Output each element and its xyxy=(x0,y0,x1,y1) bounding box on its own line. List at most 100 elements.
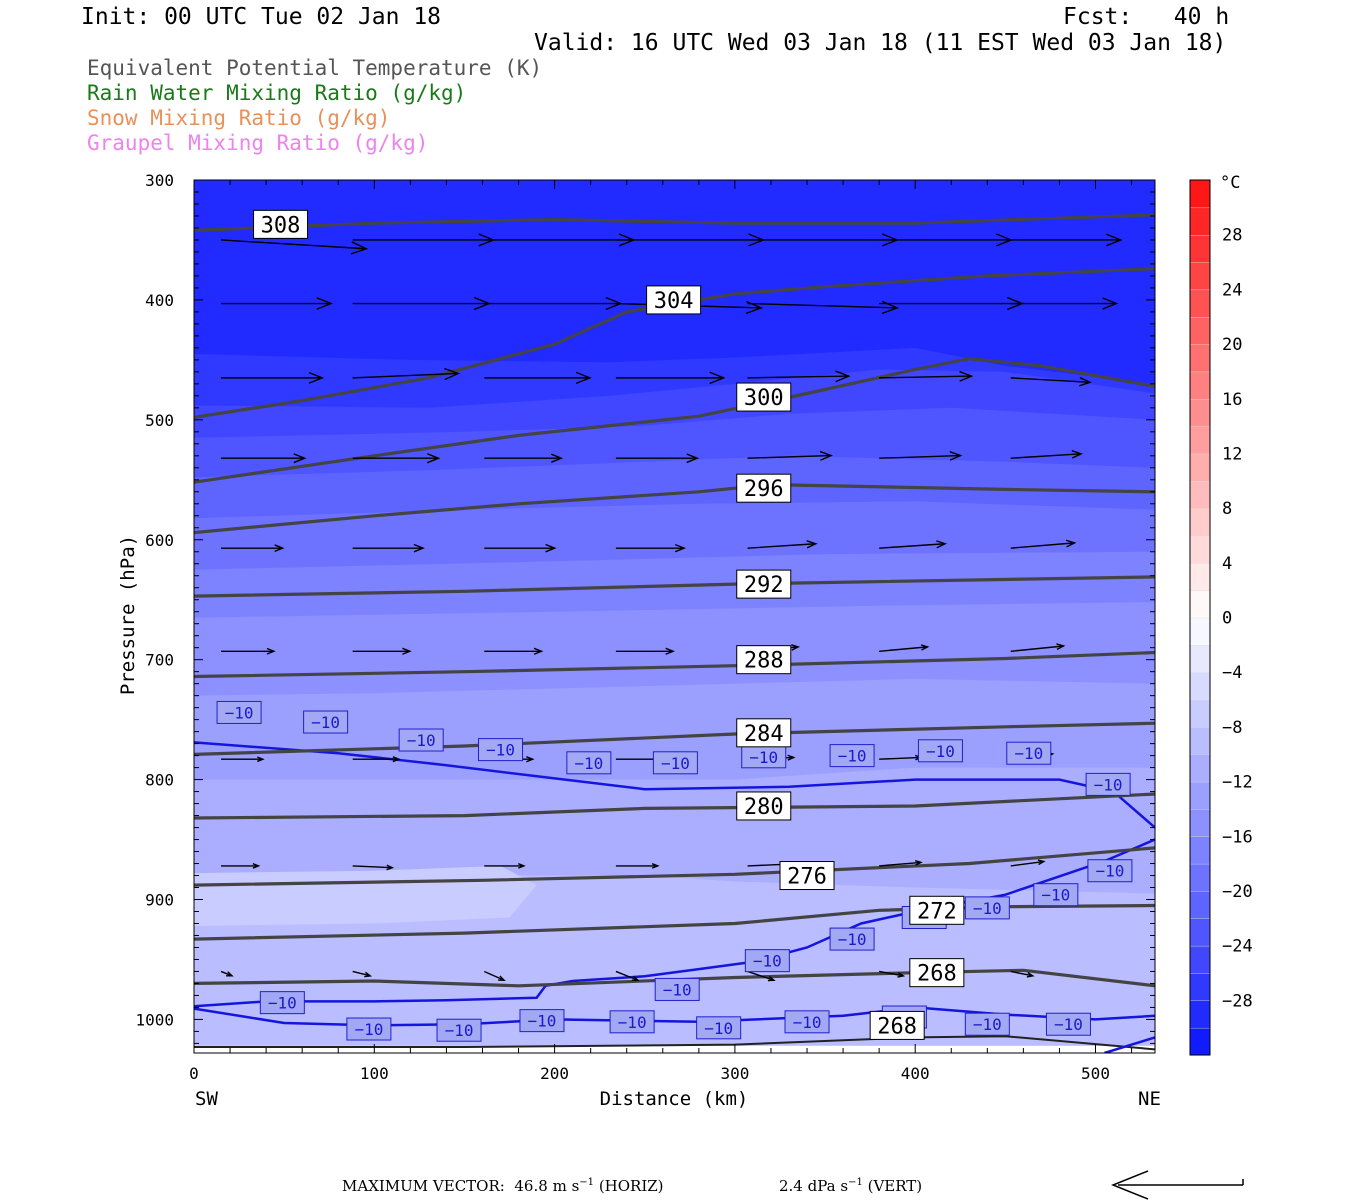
colorbar-tick-label: 28 xyxy=(1222,226,1242,246)
isotherm-label-text: −10 xyxy=(793,1013,822,1032)
colorbar-cell xyxy=(1189,617,1211,646)
wind-vector-4-0 xyxy=(221,544,285,552)
isotherm-label-19: −10 xyxy=(346,1017,392,1041)
vert-vector-line: 2.4 dPa s−1 (VERT) xyxy=(779,1177,922,1195)
colorbar-cell xyxy=(1189,699,1211,728)
wind-vector-3-0 xyxy=(221,453,307,464)
theta-e-layer xyxy=(194,213,1155,988)
x-tick-label: 100 xyxy=(360,1064,389,1083)
theta-e-contour-272 xyxy=(194,903,1155,941)
wind-vector-layer xyxy=(220,233,1123,982)
isotherm-label-5: −10 xyxy=(652,751,698,775)
wind-vector-2-5 xyxy=(879,370,974,382)
wind-vector-4-2 xyxy=(484,543,557,553)
x-axis-label: Distance (km) xyxy=(600,1088,749,1110)
horiz-tag: (HORIZ) xyxy=(598,1177,664,1195)
isotherm-label-text: −10 xyxy=(926,742,955,761)
y-tick-label: 800 xyxy=(145,771,174,790)
wind-vector-4-6 xyxy=(1010,539,1077,549)
colorbar-tick-label: −12 xyxy=(1222,773,1253,793)
colorbar-cell xyxy=(1189,754,1211,783)
isotherm-label-text: −10 xyxy=(574,754,603,773)
theta-e-contour-276 xyxy=(194,846,1155,887)
y-tick-label: 400 xyxy=(145,291,174,310)
colorbar-cell xyxy=(1189,371,1211,400)
theta-e-label-3: 296 xyxy=(736,473,792,503)
colorbar-tick-label: −28 xyxy=(1222,991,1253,1011)
isotherm-label-text: −10 xyxy=(663,980,692,999)
colorbar-cell xyxy=(1189,671,1211,701)
isotherm-label-11: −10 xyxy=(1087,859,1133,883)
isotherm-label-text: −10 xyxy=(618,1013,647,1032)
colorbar-tick-label: 20 xyxy=(1222,335,1242,355)
init-time: Init: 00 UTC Tue 02 Jan 18 xyxy=(81,4,442,30)
y-tick-label: 900 xyxy=(145,891,174,910)
valid-time: Valid: 16 UTC Wed 03 Jan 18 (11 EST Wed … xyxy=(534,30,1227,56)
horiz-unit: m s xyxy=(552,1177,580,1195)
theta-e-label-text: 296 xyxy=(744,477,784,502)
max-vector-line: MAXIMUM VECTOR: 46.8 m s−1 (HORIZ) xyxy=(342,1177,664,1195)
legend-graupel: Graupel Mixing Ratio (g/kg) xyxy=(87,131,429,155)
isotherm-label-text: −10 xyxy=(407,731,436,750)
theta-e-label-7: 280 xyxy=(736,791,792,821)
wind-vector-2-2 xyxy=(484,371,592,384)
wind-vector-5-2 xyxy=(484,647,544,655)
wind-vector-4-4 xyxy=(747,540,818,549)
wind-vector-3-6 xyxy=(1010,450,1084,459)
theta-e-contour-280 xyxy=(194,792,1155,820)
isotherm-label-text: −10 xyxy=(1054,1015,1083,1034)
wind-vector-8-4 xyxy=(747,970,776,982)
y-tick-label: 300 xyxy=(145,171,174,190)
temperature-fill-layer xyxy=(194,180,1155,1053)
colorbar: 28 24 20 16 12 8 4 0 −4 −8 −12 −16 −20 −24 −28 xyxy=(1189,179,1253,1056)
wind-vector-3-4 xyxy=(747,450,834,461)
legend-theta-e: Equivalent Potential Temperature (K) xyxy=(87,56,543,80)
wind-vector-8-6 xyxy=(1010,970,1035,978)
isotherm-minus10-1 xyxy=(1104,1036,1155,1053)
colorbar-cell xyxy=(1189,179,1211,209)
colorbar-cell xyxy=(1189,507,1211,537)
colorbar-cell xyxy=(1189,836,1211,865)
wind-vector-2-3 xyxy=(615,371,726,385)
theta-e-label-0: 308 xyxy=(253,209,309,239)
wind-vector-5-1 xyxy=(352,647,412,655)
theta-e-contour-304 xyxy=(194,267,1155,419)
colorbar-tick-label: 8 xyxy=(1222,499,1232,519)
isotherm-label-22: −10 xyxy=(609,1010,655,1034)
plot-frame xyxy=(193,179,1156,1054)
colorbar-tick-label: 16 xyxy=(1222,390,1242,410)
isotherm-label-13: −10 xyxy=(964,896,1010,920)
theta-e-contour-288 xyxy=(194,650,1155,679)
surface-strip xyxy=(194,1045,1155,1053)
isotherm-label-text: −10 xyxy=(528,1012,557,1031)
isotherm-label-text: −10 xyxy=(1014,744,1043,763)
theta-e-contour-284 xyxy=(194,721,1155,756)
wind-vector-7-3 xyxy=(615,863,660,869)
wind-vector-5-6 xyxy=(1010,643,1066,652)
isotherm-label-2: −10 xyxy=(398,728,444,752)
theta-e-label-5: 288 xyxy=(736,645,792,675)
wind-vector-2-1 xyxy=(352,367,461,381)
wind-vector-7-6 xyxy=(1010,859,1046,867)
colorbar-tick-label: −16 xyxy=(1222,827,1253,847)
colorbar-cell xyxy=(1189,480,1211,509)
axis-layer: 0 100 200 300 400 500 300 400 500 600 700 800 900 100… xyxy=(135,171,1155,1083)
isotherm-label-text: −10 xyxy=(486,741,515,760)
isotherm-label-23: −10 xyxy=(696,1016,742,1040)
theta-e-label-text: 300 xyxy=(744,386,784,411)
wind-vector-7-1 xyxy=(352,864,395,871)
wind-vector-4-5 xyxy=(879,540,948,549)
colorbar-cell xyxy=(1189,234,1211,263)
vert-unit: dPa s xyxy=(807,1177,849,1195)
isotherm-label-text: −10 xyxy=(1041,886,1070,905)
wind-vector-8-3 xyxy=(615,970,640,981)
colorbar-cell xyxy=(1189,863,1211,892)
wind-vector-7-5 xyxy=(879,859,923,867)
max-vector-label: MAXIMUM VECTOR: xyxy=(342,1177,505,1195)
isotherm-label-text: −10 xyxy=(973,1015,1002,1034)
isotherm-label-text: −10 xyxy=(445,1021,474,1040)
colorbar-cell xyxy=(1189,1000,1211,1029)
theta-e-contour-300 xyxy=(194,357,1155,484)
colorbar-cell xyxy=(1189,972,1211,1002)
